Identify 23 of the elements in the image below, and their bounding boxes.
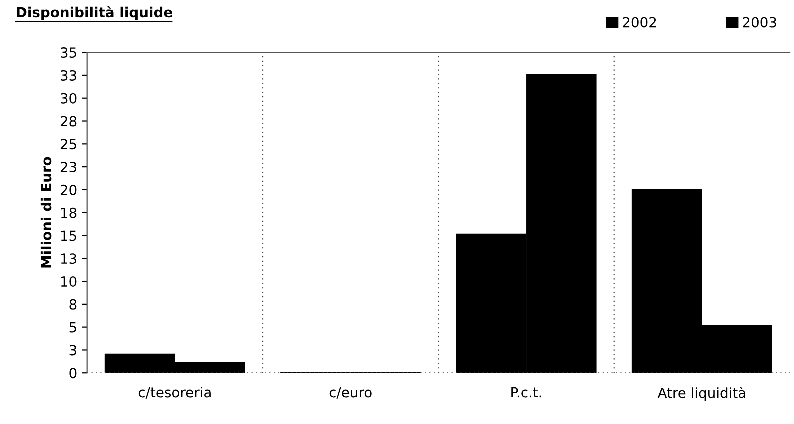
legend-label: 2003 <box>743 17 776 28</box>
legend-label: 2002 <box>623 17 656 28</box>
y-tick-label: 25 <box>60 139 76 150</box>
y-tick-label: 8 <box>70 299 77 310</box>
x-tick-label: Atre liquidità <box>658 387 746 402</box>
y-tick-label: 30 <box>61 93 77 104</box>
x-tick-label: P.c.t. <box>512 387 542 398</box>
y-tick-label: 5 <box>70 322 76 333</box>
y-axis-title: Milioni di Euro <box>40 157 52 268</box>
x-tick-label: c/tesoreria <box>138 387 211 399</box>
y-tick-label: 13 <box>61 254 77 264</box>
x-tick-label: c/euro <box>330 387 372 399</box>
chart-title: Disponibilità liquide <box>17 6 172 20</box>
y-tick-label: 18 <box>61 208 77 218</box>
y-tick-label: 3 <box>70 345 77 356</box>
y-tick-label: 15 <box>61 230 76 242</box>
y-tick-label: 23 <box>60 162 77 173</box>
y-tick-label: 35 <box>61 48 76 58</box>
y-tick-label: 20 <box>60 184 77 196</box>
y-tick-label: 28 <box>60 116 77 127</box>
y-tick-label: 33 <box>61 70 77 81</box>
y-tick-label: 10 <box>61 276 77 288</box>
y-tick-label: 0 <box>70 368 77 379</box>
